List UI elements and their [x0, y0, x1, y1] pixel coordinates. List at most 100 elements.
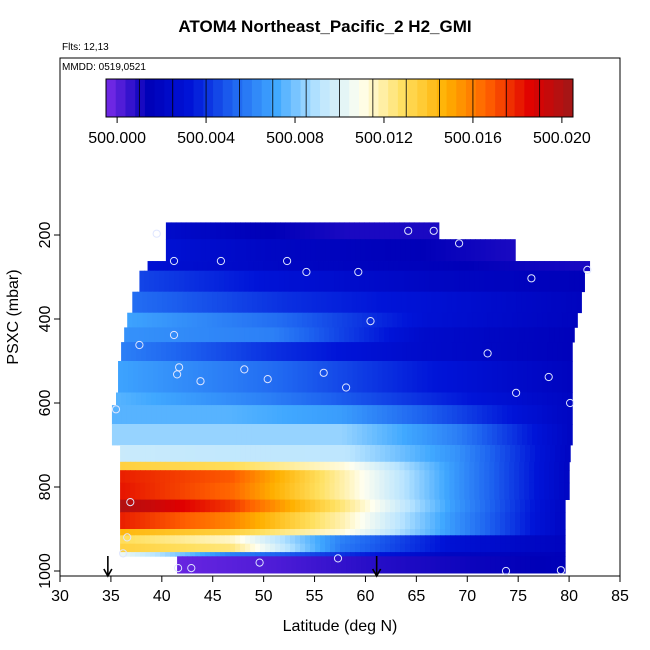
heatmap-cell: [230, 445, 236, 463]
heatmap-cell: [165, 535, 171, 545]
heatmap-cell: [435, 512, 441, 530]
heatmap-cell: [232, 261, 239, 272]
heatmap-cell: [380, 552, 386, 557]
heatmap-cell: [251, 556, 258, 574]
heatmap-cell: [527, 312, 533, 328]
heatmap-cell: [504, 470, 510, 484]
heatmap-cell: [489, 461, 495, 471]
heatmap-cell: [550, 499, 556, 513]
heatmap-cell: [329, 270, 335, 293]
heatmap-cell: [265, 512, 271, 530]
heatmap-cell: [304, 270, 310, 293]
heatmap-cell: [487, 405, 493, 425]
heatmap-cell: [529, 461, 535, 471]
heatmap-cell: [530, 512, 536, 530]
heatmap-cell: [534, 470, 540, 484]
heatmap-cell: [339, 327, 345, 343]
heatmap-cell: [124, 327, 130, 343]
heatmap-cell: [290, 445, 296, 463]
heatmap-cell: [400, 445, 406, 463]
heatmap-cell: [414, 270, 420, 293]
heatmap-cell: [120, 535, 126, 545]
heatmap-cell: [385, 239, 391, 262]
heatmap-cell: [378, 261, 385, 272]
heatmap-cell: [273, 261, 279, 272]
heatmap-cell: [361, 556, 367, 574]
heatmap-cell: [507, 361, 513, 393]
heatmap-cell: [206, 342, 212, 362]
heatmap-cell: [281, 392, 288, 406]
heatmap-cell: [326, 392, 333, 406]
colorbar-swatch: [271, 79, 282, 117]
heatmap-cell: [241, 405, 248, 425]
heatmap-cell: [151, 424, 158, 446]
heatmap-cell: [260, 512, 266, 530]
heatmap-cell: [415, 445, 421, 463]
sample-point: [126, 498, 135, 507]
heatmap-cell: [246, 392, 252, 406]
heatmap-cell: [354, 270, 360, 293]
heatmap-cell: [415, 499, 421, 513]
heatmap-cell: [320, 552, 326, 557]
colorbar-swatch: [242, 79, 253, 117]
heatmap-cell: [405, 552, 411, 557]
heatmap-cell: [444, 461, 450, 471]
heatmap-cell: [254, 461, 261, 471]
heatmap-cell: [442, 312, 448, 328]
x-tick-label: 60: [357, 588, 375, 605]
heatmap-cell: [510, 552, 516, 557]
heatmap-cell: [452, 361, 458, 393]
heatmap-cell: [494, 327, 500, 343]
heatmap-cell: [206, 424, 213, 446]
colorbar-swatch: [504, 79, 516, 117]
heatmap-cell: [165, 499, 171, 513]
heatmap-cell: [357, 312, 363, 328]
heatmap-cell: [409, 270, 415, 293]
heatmap-cell: [505, 239, 511, 262]
heatmap-cell: [185, 222, 192, 240]
heatmap-cell: [261, 556, 268, 574]
heatmap-cell: [314, 482, 321, 500]
heatmap-cell: [431, 291, 438, 314]
heatmap-cell: [443, 261, 450, 272]
heatmap-cell: [353, 261, 360, 272]
heatmap-cell: [185, 512, 191, 530]
heatmap-cell: [351, 291, 358, 314]
heatmap-cell: [250, 222, 256, 240]
heatmap-cell: [289, 482, 296, 500]
heatmap-cell: [550, 445, 556, 463]
heatmap-cell: [182, 556, 188, 574]
heatmap-cell: [480, 499, 486, 513]
heatmap-cell: [375, 529, 381, 536]
heatmap-cell: [274, 270, 280, 293]
heatmap-cell: [339, 270, 345, 293]
heatmap-cell: [375, 512, 381, 530]
heatmap-cell: [316, 392, 323, 406]
heatmap-cell: [268, 261, 274, 272]
heatmap-cell: [370, 535, 376, 545]
heatmap-cell: [321, 556, 327, 574]
heatmap-cell: [374, 222, 380, 240]
heatmap-cell: [266, 342, 273, 362]
heatmap-cell: [474, 482, 480, 500]
heatmap-cell: [496, 291, 503, 314]
heatmap-cell: [486, 392, 493, 406]
heatmap-cell: [490, 543, 496, 553]
heatmap-cell: [423, 222, 430, 240]
heatmap-cell: [412, 405, 418, 425]
heatmap-cell: [304, 327, 310, 343]
heatmap-cell: [199, 461, 206, 471]
heatmap-cell: [342, 424, 348, 446]
heatmap-cell: [325, 543, 331, 553]
heatmap-cell: [497, 424, 503, 446]
heatmap-cell: [361, 392, 368, 406]
heatmap-cell: [275, 535, 281, 545]
heatmap-cell: [535, 552, 541, 557]
colorbar-swatch: [203, 79, 214, 117]
heatmap-cell: [215, 239, 222, 262]
heatmap-cell: [192, 291, 198, 314]
heatmap-cell: [306, 342, 313, 362]
heatmap-cell: [340, 529, 346, 536]
heatmap-cell: [460, 239, 466, 262]
heatmap-cell: [145, 445, 151, 463]
